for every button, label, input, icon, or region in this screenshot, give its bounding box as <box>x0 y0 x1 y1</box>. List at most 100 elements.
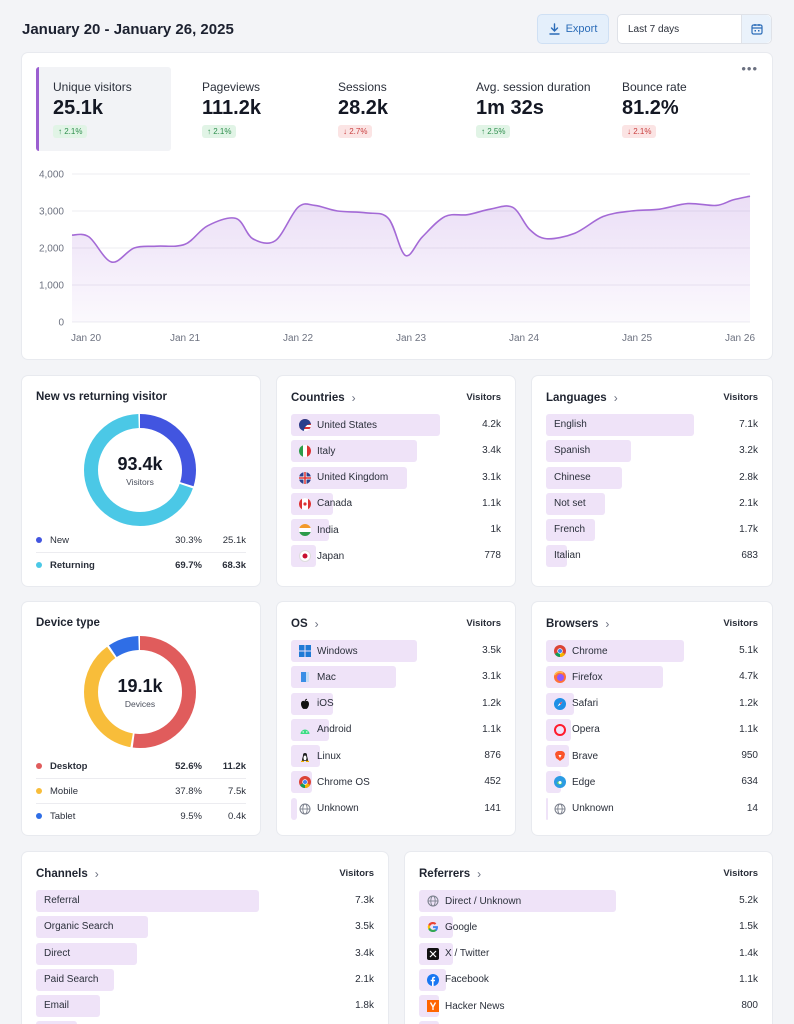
os-title-link[interactable]: OS › <box>291 617 319 631</box>
list-item[interactable]: Facebook 1.1k <box>419 967 758 993</box>
list-item[interactable]: Organic Search 3.5k <box>36 914 374 940</box>
kpi-bounce-rate[interactable]: Bounce rate 81.2% ↓ 2.1% <box>608 67 743 151</box>
legend-row-mobile[interactable]: Mobile 37.8% 7.5k <box>36 779 246 804</box>
donut-segment-returning[interactable] <box>84 414 196 526</box>
donut-segment-mobile[interactable] <box>84 636 196 748</box>
legend-row-desktop[interactable]: Desktop 52.6% 11.2k <box>36 754 246 779</box>
list-item-label: Paid Search <box>44 973 99 985</box>
legend-row-new[interactable]: New 30.3% 25.1k <box>36 528 246 553</box>
list-item[interactable]: Italy 3.4k <box>291 438 501 464</box>
share-bar <box>291 797 298 820</box>
list-item[interactable]: Edge 634 <box>546 769 758 795</box>
list-item[interactable]: United States 4.2k <box>291 412 501 438</box>
list-item[interactable] <box>419 1019 758 1024</box>
list-item-value: 1.7k <box>739 524 758 536</box>
column-header-visitors[interactable]: Visitors <box>466 618 501 629</box>
list-item[interactable]: Google 1.5k <box>419 914 758 940</box>
list-item[interactable]: Direct 3.4k <box>36 941 374 967</box>
list-item[interactable]: Unknown 141 <box>291 796 501 822</box>
calendar-button[interactable] <box>741 15 771 43</box>
kpi-delta-badge: ↓ 2.1% <box>622 125 657 138</box>
more-options-icon[interactable]: ••• <box>741 61 758 76</box>
list-item[interactable]: Chinese 2.8k <box>546 465 758 491</box>
export-button[interactable]: Export <box>537 14 609 44</box>
column-header-visitors[interactable]: Visitors <box>466 392 501 403</box>
list-item[interactable]: Referral 7.3k <box>36 888 374 914</box>
list-item-label: Japan <box>299 550 344 563</box>
list-item[interactable]: French 1.7k <box>546 517 758 543</box>
list-item-value: 5.1k <box>739 645 758 656</box>
card-title-text: Browsers <box>546 618 599 630</box>
kpi-sessions[interactable]: Sessions 28.2k ↓ 2.7% <box>324 67 459 151</box>
kpi-value: 111.2k <box>202 97 261 119</box>
column-header-visitors[interactable]: Visitors <box>723 868 758 879</box>
referrers-card: Referrers › Visitors Direct / Unknown 5.2k… <box>405 852 772 1024</box>
list-item[interactable]: Paid Search 2.1k <box>36 967 374 993</box>
browsers-card: Browsers › Visitors Chrome 5.1k Firefox 4.… <box>532 602 772 835</box>
share-bar <box>546 519 595 542</box>
list-item[interactable]: Linux 876 <box>291 743 501 769</box>
languages-title-link[interactable]: Languages › <box>546 391 618 405</box>
calendar-icon <box>750 24 763 35</box>
list-item[interactable]: Safari 1.2k <box>546 691 758 717</box>
list-item[interactable]: Brave 950 <box>546 743 758 769</box>
card-title-text: Languages <box>546 392 607 404</box>
list-item[interactable]: Chrome 5.1k <box>546 638 758 664</box>
list-item[interactable]: Unknown 14 <box>546 796 758 822</box>
list-item-label: Referral <box>44 895 80 906</box>
column-header-visitors[interactable]: Visitors <box>339 868 374 879</box>
list-item-value: 1.8k <box>355 1000 374 1012</box>
list-item[interactable]: iOS 1.2k <box>291 691 501 717</box>
column-header-visitors[interactable]: Visitors <box>723 392 758 403</box>
kpi-pageviews[interactable]: Pageviews 111.2k ↑ 2.1% <box>188 67 323 151</box>
legend-dot <box>36 788 42 794</box>
list-item[interactable]: Android 1.1k <box>291 717 501 743</box>
list-item[interactable]: Opera 1.1k <box>546 717 758 743</box>
donut-segment-new[interactable] <box>84 414 196 526</box>
date-range-select[interactable]: Last 7 days <box>617 14 772 44</box>
share-bar <box>36 995 101 1018</box>
legend-percent: 9.5% <box>180 811 202 822</box>
arrow-down-icon: ↓ <box>343 127 347 136</box>
list-item-value: 5.2k <box>739 895 758 906</box>
list-item-value: 2.1k <box>739 497 758 509</box>
list-item[interactable]: Spanish 3.2k <box>546 438 758 464</box>
channels-title-link[interactable]: Channels › <box>36 867 99 881</box>
list-item[interactable]: Not set 2.1k <box>546 491 758 517</box>
legend-name: Desktop <box>50 761 88 772</box>
list-item[interactable]: Firefox 4.7k <box>546 664 758 690</box>
list-item[interactable]: Chrome OS 452 <box>291 769 501 795</box>
list-item[interactable] <box>36 1019 374 1024</box>
list-item[interactable]: United Kingdom 3.1k <box>291 465 501 491</box>
list-item[interactable]: Windows 3.5k <box>291 638 501 664</box>
legend-row-tablet[interactable]: Tablet 9.5% 0.4k <box>36 804 246 829</box>
list-item[interactable]: Hacker News 800 <box>419 993 758 1019</box>
list-item[interactable]: English 7.1k <box>546 412 758 438</box>
list-item-label: Android <box>299 724 351 736</box>
list-item[interactable]: Direct / Unknown 5.2k <box>419 888 758 914</box>
donut-segment-desktop[interactable] <box>84 636 196 748</box>
legend-value: 7.5k <box>228 786 246 797</box>
list-item[interactable]: Japan 778 <box>291 543 501 569</box>
legend-value: 0.4k <box>228 811 246 822</box>
download-icon <box>548 23 560 35</box>
list-item[interactable]: Mac 3.1k <box>291 664 501 690</box>
list-item[interactable]: Canada 1.1k <box>291 491 501 517</box>
referrers-title-link[interactable]: Referrers › <box>419 867 481 881</box>
list-item[interactable]: Email 1.8k <box>36 993 374 1019</box>
list-item[interactable]: India 1k <box>291 517 501 543</box>
kpi-delta-badge: ↑ 2.1% <box>53 125 88 138</box>
legend-row-returning[interactable]: Returning 69.7% 68.3k <box>36 553 246 578</box>
list-item[interactable]: X / Twitter 1.4k <box>419 941 758 967</box>
kpi-unique-visitors[interactable]: Unique visitors 25.1k ↑ 2.1% <box>36 67 171 151</box>
list-item[interactable]: Italian 683 <box>546 543 758 569</box>
legend-dot <box>36 562 42 568</box>
languages-list: English 7.1k Spanish 3.2k Chinese 2.8k N… <box>546 412 758 570</box>
list-item-label: Direct <box>44 947 71 959</box>
list-item-label: Brave <box>554 750 598 762</box>
list-item-value: 950 <box>741 750 758 762</box>
browsers-title-link[interactable]: Browsers › <box>546 617 609 631</box>
kpi-avg-session-duration[interactable]: Avg. session duration 1m 32s ↑ 2.5% <box>462 67 607 151</box>
column-header-visitors[interactable]: Visitors <box>723 618 758 629</box>
countries-title-link[interactable]: Countries › <box>291 391 356 405</box>
